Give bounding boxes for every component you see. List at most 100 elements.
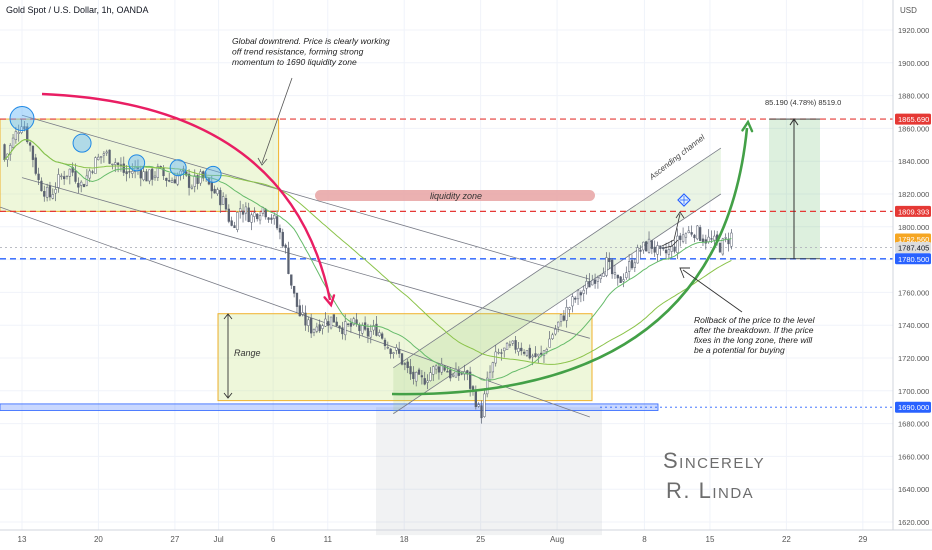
candle-body — [398, 349, 401, 354]
candle-body — [165, 177, 168, 181]
candles-layer — [3, 118, 733, 424]
highlight-circle — [169, 159, 187, 177]
candle-body — [281, 231, 284, 247]
candle-body — [74, 170, 77, 182]
candle-body — [457, 370, 460, 376]
candle-body — [440, 363, 443, 373]
range-label: Range — [234, 348, 261, 358]
candle-body — [224, 198, 228, 210]
rollback-note-line: after the breakdown. If the price — [694, 325, 814, 335]
candle-body — [585, 281, 588, 289]
price-axis-background — [893, 0, 932, 550]
candle-body — [233, 225, 236, 229]
candle-body — [576, 289, 580, 300]
candle-body — [610, 259, 614, 275]
candle-body — [653, 246, 656, 253]
candle-body — [593, 279, 597, 284]
candle-body — [488, 371, 492, 380]
candle-body — [375, 323, 378, 336]
candle-body — [125, 171, 128, 175]
candle-body — [247, 207, 250, 222]
candle-body — [480, 405, 483, 419]
candle-body — [517, 348, 520, 352]
candle-body — [451, 374, 455, 377]
candle-body — [284, 244, 287, 248]
candle-body — [210, 181, 213, 192]
candle-body — [54, 189, 57, 194]
shaded-projection — [376, 407, 602, 536]
chart-title: Gold Spot / U.S. Dollar, 1h, OANDA — [6, 5, 149, 15]
candle-body — [662, 247, 665, 250]
time-tick-label: 25 — [476, 535, 485, 544]
candle-body — [724, 237, 727, 239]
candle-body — [131, 171, 134, 174]
candle-body — [26, 126, 29, 143]
candle-body — [63, 176, 66, 180]
price-tick-label: 1700.000 — [898, 387, 929, 396]
candle-body — [645, 241, 648, 252]
price-tick-label: 1880.000 — [898, 92, 929, 101]
candle-body — [111, 163, 114, 166]
time-tick-label: 18 — [400, 535, 409, 544]
candle-body — [565, 307, 568, 321]
candle-body — [264, 208, 267, 218]
candle-body — [253, 212, 256, 217]
candle-body — [105, 151, 108, 154]
candle-body — [681, 234, 685, 242]
candle-body — [185, 171, 188, 176]
candle-body — [278, 228, 282, 233]
range-arrow-heads — [223, 313, 233, 399]
candle-body — [236, 211, 239, 231]
candle-body — [68, 168, 71, 177]
candle-body — [17, 132, 20, 134]
candle-body — [142, 171, 145, 181]
candle-body — [295, 292, 299, 307]
candle-body — [551, 334, 554, 340]
candle-body — [596, 277, 600, 282]
candle-body — [14, 131, 18, 140]
candle-body — [647, 238, 651, 253]
candle-body — [378, 332, 381, 337]
price-tick-label: 1820.000 — [898, 190, 929, 199]
candle-body — [230, 220, 233, 226]
candle-body — [520, 347, 523, 352]
candle-body — [704, 239, 707, 244]
candle-body — [97, 156, 100, 160]
candle-body — [483, 393, 486, 417]
currency-label: USD — [900, 6, 917, 15]
price-badge — [895, 401, 931, 413]
candle-body — [602, 272, 605, 277]
candle-body — [684, 233, 688, 238]
candle-body — [349, 322, 353, 327]
candle-body — [304, 312, 307, 326]
candle-body — [449, 369, 452, 379]
candle-body — [361, 324, 364, 334]
candle-body — [327, 321, 330, 326]
candle-body — [292, 285, 296, 294]
candle-body — [554, 329, 557, 335]
ascending-channel-line — [393, 147, 722, 369]
candle-body — [721, 238, 724, 255]
candle-body — [505, 342, 509, 350]
candle-body — [270, 217, 273, 220]
price-tick-label: 1640.000 — [898, 485, 929, 494]
price-tick-label: 1760.000 — [898, 288, 929, 297]
red-arrow-head — [323, 294, 336, 308]
candle-body — [571, 296, 574, 307]
candle-body — [508, 344, 512, 346]
candle-body — [718, 242, 722, 253]
candle-body — [287, 247, 290, 274]
candle-body — [392, 352, 395, 354]
price-tick-label: 1660.000 — [898, 452, 929, 461]
candle-body — [537, 353, 540, 357]
price-tick-label: 1920.000 — [898, 26, 929, 35]
liquidity-zone-label: liquidity zone — [430, 191, 482, 201]
candle-body — [40, 180, 43, 192]
downtrend-line — [0, 206, 590, 418]
time-tick-label: 8 — [642, 535, 647, 544]
candle-body — [82, 184, 86, 188]
time-tick-label: 22 — [782, 535, 791, 544]
candle-body — [102, 153, 106, 156]
price-badge — [895, 233, 931, 245]
